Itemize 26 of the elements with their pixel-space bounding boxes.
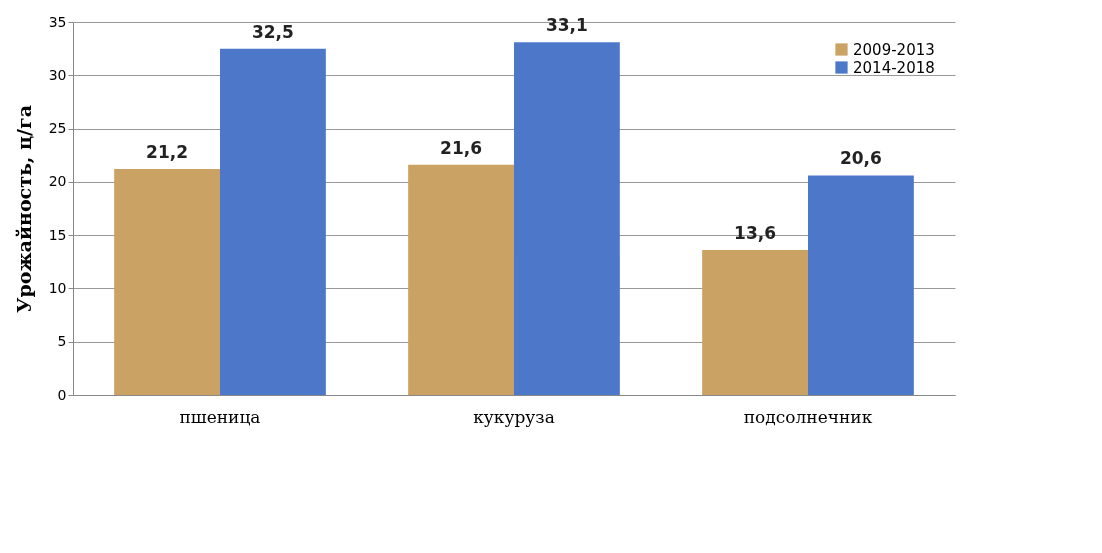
bar — [514, 42, 620, 395]
data-label: 21,6 — [440, 137, 483, 158]
bar — [114, 169, 220, 395]
x-tick-label: подсолнечник — [743, 406, 873, 427]
x-tick-label: пшеница — [179, 406, 261, 427]
data-label: 33,1 — [545, 15, 588, 36]
bar — [220, 48, 326, 395]
y-tick-label: 30 — [48, 66, 67, 83]
bar — [702, 250, 808, 395]
data-label: 21,2 — [146, 142, 189, 163]
y-axis-title: Урожайность, ц/га — [12, 105, 35, 313]
legend-label: 2009-2013 — [853, 40, 935, 59]
bar — [408, 164, 514, 395]
y-tick-label: 25 — [48, 120, 67, 137]
data-label: 13,6 — [734, 223, 777, 244]
data-label: 20,6 — [839, 148, 882, 169]
y-tick-label: 0 — [57, 386, 67, 403]
y-tick-label: 10 — [48, 279, 67, 296]
x-tick-label: кукуруза — [473, 406, 555, 427]
legend-label: 2014-2018 — [853, 58, 935, 77]
data-label: 32,5 — [251, 21, 294, 42]
y-tick-label: 15 — [48, 226, 67, 243]
bar — [808, 175, 914, 395]
y-tick-label: 20 — [48, 173, 67, 190]
y-tick-label: 35 — [48, 13, 67, 30]
y-tick-label: 5 — [57, 333, 67, 350]
